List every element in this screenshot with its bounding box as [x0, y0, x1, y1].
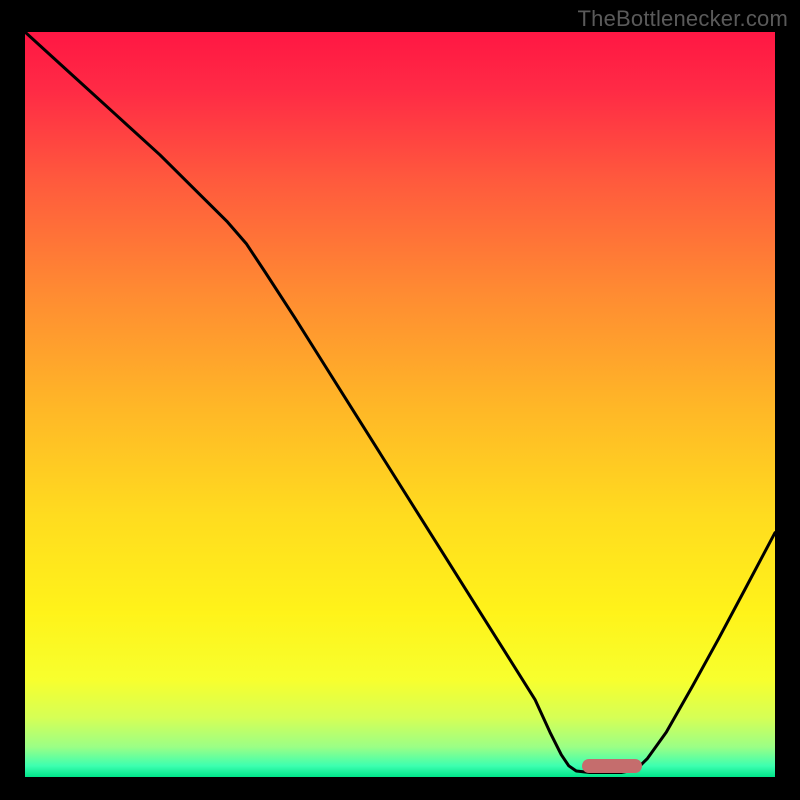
gradient-chart-svg: [25, 32, 775, 777]
gradient-rect: [25, 32, 775, 777]
plot-area: [25, 32, 775, 777]
optimal-marker: [582, 759, 642, 773]
watermark-text: TheBottlenecker.com: [578, 6, 788, 32]
chart-container: TheBottlenecker.com: [0, 0, 800, 800]
